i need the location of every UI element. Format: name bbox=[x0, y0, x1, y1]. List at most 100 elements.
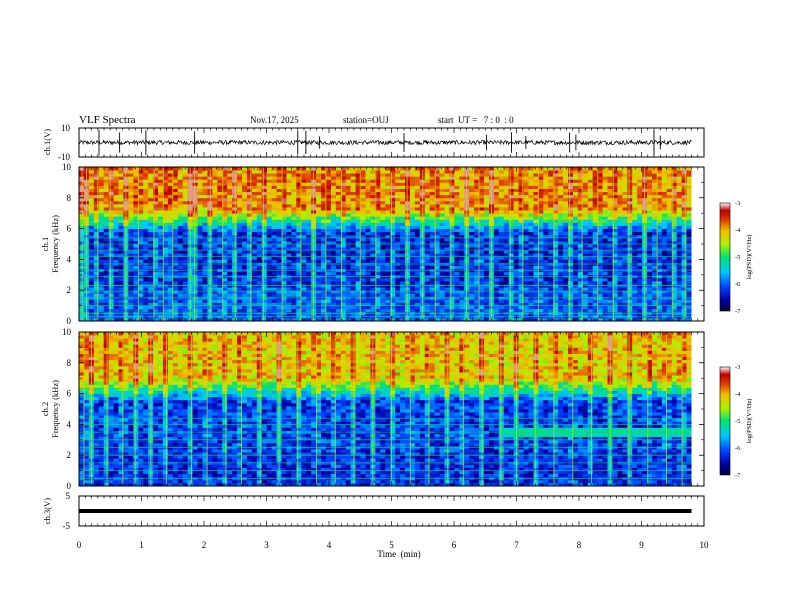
spectrogram-cell bbox=[543, 182, 549, 186]
spectrogram-cell bbox=[375, 207, 381, 211]
spectrogram-cell bbox=[405, 210, 411, 214]
spectrogram-cell bbox=[365, 216, 371, 220]
spectrogram-cell bbox=[429, 317, 436, 321]
spectrogram-cell bbox=[271, 271, 277, 276]
spectrogram-cell bbox=[103, 213, 110, 217]
spectrogram-cell bbox=[325, 277, 332, 282]
spectrogram-cell bbox=[182, 280, 189, 285]
spectrogram-cell bbox=[266, 222, 273, 226]
spectrogram-cell bbox=[449, 179, 455, 183]
spectrogram-cell bbox=[345, 210, 352, 214]
spectrogram-cell bbox=[454, 203, 460, 208]
spectrogram-cell bbox=[325, 234, 332, 239]
spectrogram-cell bbox=[449, 250, 455, 254]
spectrogram-cell bbox=[172, 277, 179, 282]
spectrogram-cell bbox=[409, 234, 416, 239]
spectrogram-cell bbox=[108, 302, 114, 306]
spectrogram-cell bbox=[439, 237, 445, 242]
spectrogram-cell bbox=[498, 222, 505, 226]
spectrogram-cell bbox=[172, 237, 179, 242]
spectrogram-cell bbox=[291, 247, 297, 251]
spectrogram-cell bbox=[380, 280, 386, 285]
spectrogram-cell bbox=[424, 173, 431, 177]
spectrogram-cell bbox=[325, 182, 332, 186]
spectrogram-cell bbox=[158, 167, 164, 171]
spectrogram-cell bbox=[158, 299, 164, 303]
spectrogram-cell bbox=[469, 234, 475, 239]
spectrogram-cell bbox=[469, 222, 475, 226]
spectrogram-cell bbox=[355, 259, 361, 263]
spectrogram-cell bbox=[513, 213, 520, 217]
spectrogram-cell bbox=[143, 210, 149, 214]
spectrogram-cell bbox=[143, 293, 149, 297]
spectrogram-cell bbox=[321, 231, 327, 236]
spectrogram-cell bbox=[513, 253, 520, 257]
spectrogram-cell bbox=[444, 197, 450, 202]
spectrogram-cell bbox=[167, 280, 174, 285]
spectrogram-cell bbox=[192, 234, 198, 239]
spectrogram-cell bbox=[474, 234, 480, 239]
spectrogram-cell bbox=[533, 237, 539, 242]
spectrogram-cell bbox=[138, 167, 144, 171]
spectrogram-cell bbox=[281, 237, 287, 242]
spectrogram-cell bbox=[286, 317, 292, 321]
spectrogram-cell bbox=[400, 228, 406, 233]
spectrogram-cell bbox=[321, 253, 327, 257]
spectrogram-cell bbox=[197, 188, 203, 193]
spectrogram-cell bbox=[98, 308, 105, 313]
spectrogram-cell bbox=[474, 244, 480, 248]
spectrogram-cell bbox=[484, 247, 490, 251]
spectrogram-cell bbox=[306, 182, 312, 186]
spectrogram-cell bbox=[538, 200, 544, 205]
spectrogram-cell bbox=[429, 302, 436, 306]
spectrogram-cell bbox=[138, 317, 144, 321]
spectrogram-cell bbox=[143, 308, 149, 313]
spectrogram-cell bbox=[237, 197, 243, 202]
spectrogram-cell bbox=[202, 253, 208, 257]
spectrogram-cell bbox=[330, 259, 337, 263]
spectrogram-cell bbox=[390, 203, 396, 208]
spectrogram-cell bbox=[503, 210, 510, 214]
spectrogram-cell bbox=[138, 265, 144, 270]
spectrogram-cell bbox=[390, 188, 396, 193]
spectrogram-cell bbox=[449, 191, 455, 196]
spectrogram-cell bbox=[330, 203, 337, 208]
spectrogram-cell bbox=[153, 207, 159, 211]
spectrogram-cell bbox=[409, 216, 416, 220]
spectrogram-cell bbox=[93, 176, 100, 180]
spectrogram-cell bbox=[479, 280, 485, 285]
spectrogram-cell bbox=[365, 191, 371, 196]
spectrogram-cell bbox=[533, 179, 539, 183]
spectrogram-cell bbox=[98, 219, 105, 223]
spectrogram-cell bbox=[484, 256, 490, 260]
spectrogram-cell bbox=[237, 271, 243, 276]
spectrogram-cell bbox=[261, 207, 268, 211]
spectrogram-cell bbox=[405, 293, 411, 297]
spectrogram-cell bbox=[271, 170, 277, 174]
spectrogram-cell bbox=[212, 197, 218, 202]
spectrogram-cell bbox=[325, 231, 332, 236]
spectrogram-cell bbox=[454, 253, 460, 257]
spectrogram-cell bbox=[469, 259, 475, 263]
spectrogram-cell bbox=[177, 179, 184, 183]
spectrogram-cell bbox=[335, 256, 342, 260]
spectrogram-cell bbox=[276, 308, 282, 313]
spectrogram-cell bbox=[202, 185, 208, 189]
spectrogram-cell bbox=[400, 222, 406, 226]
spectrogram-cell bbox=[484, 305, 490, 310]
spectrogram-cell bbox=[493, 203, 500, 208]
spectrogram-cell bbox=[335, 200, 342, 205]
spectrogram-cell bbox=[222, 188, 228, 193]
spectrogram-cell bbox=[523, 231, 529, 236]
spectrogram-cell bbox=[360, 207, 366, 211]
spectrogram-cell bbox=[523, 191, 529, 196]
spectrogram-cell bbox=[291, 173, 297, 177]
spectrogram-cell bbox=[182, 293, 189, 297]
spectrogram-cell bbox=[370, 305, 376, 310]
spectrogram-cell bbox=[251, 253, 258, 257]
spectrogram-cell bbox=[424, 237, 431, 242]
spectrogram-cell bbox=[118, 256, 124, 260]
spectrogram-cell bbox=[321, 210, 327, 214]
spectrogram-cell bbox=[350, 191, 357, 196]
spectrogram-cell bbox=[375, 240, 381, 245]
